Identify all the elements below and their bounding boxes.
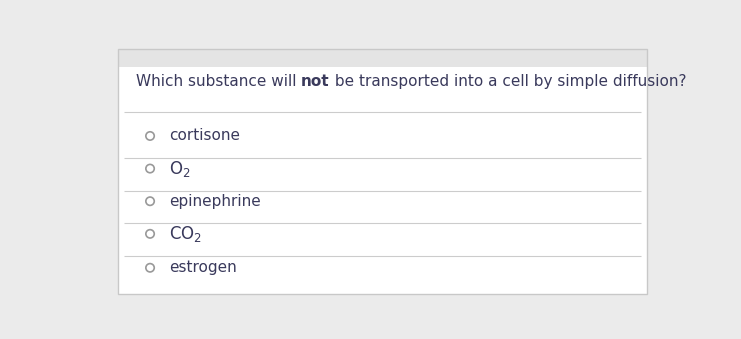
Text: epinephrine: epinephrine	[169, 194, 261, 209]
Text: Which substance will: Which substance will	[136, 74, 301, 88]
Text: cortisone: cortisone	[169, 128, 240, 143]
Text: be transported into a cell by simple diffusion?: be transported into a cell by simple dif…	[330, 74, 686, 88]
FancyBboxPatch shape	[119, 48, 647, 67]
Text: not: not	[301, 74, 330, 88]
Text: estrogen: estrogen	[169, 260, 237, 275]
FancyBboxPatch shape	[119, 67, 647, 294]
Text: $\mathregular{CO_2}$: $\mathregular{CO_2}$	[169, 224, 202, 244]
Text: $\mathregular{O_2}$: $\mathregular{O_2}$	[169, 159, 190, 179]
